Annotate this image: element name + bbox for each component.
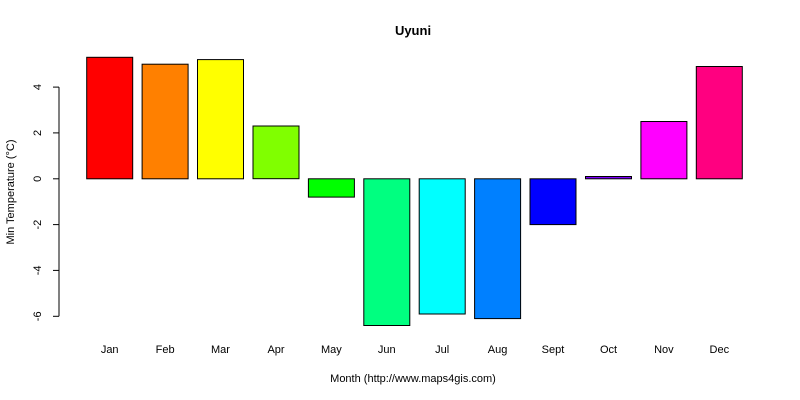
x-tick-label-sept: Sept [542,344,565,356]
x-tick-label-apr: Apr [267,344,284,356]
x-tick-label-oct: Oct [600,344,617,356]
bar-oct [585,176,632,180]
y-tick-label: -2 [32,220,44,230]
x-tick-label-mar: Mar [211,344,230,356]
y-tick-label: 2 [32,130,44,136]
x-tick-label-may: May [321,344,342,356]
x-tick-label-jun: Jun [378,344,396,356]
x-tick-label-nov: Nov [654,344,674,356]
bar-jan [86,56,134,180]
x-axis-title: Month (http://www.maps4gis.com) [330,373,496,385]
bar-mar [197,59,244,180]
y-axis: -6 -4 -2 0 2 4 [32,84,60,321]
bar-jul [418,178,466,315]
x-axis-labels: Jan Feb Mar Apr May Jun Jul Aug Sept Oct Nov Dec [101,344,730,356]
x-tick-label-jan: Jan [101,344,119,356]
bar-sept [529,178,577,226]
bars-group [86,56,743,326]
y-tick-label: 4 [32,84,44,90]
x-tick-label-jul: Jul [435,344,449,356]
bar-dec [695,66,743,180]
bar-apr [252,125,300,180]
bar-may [307,178,355,198]
bar-jun [363,178,411,326]
y-axis-title: Min Temperature (°C) [5,139,17,244]
y-tick-label: -4 [32,266,44,276]
x-tick-label-feb: Feb [156,344,175,356]
bar-nov [640,121,688,180]
y-tick-label: -6 [32,311,44,321]
bar-feb [141,63,189,180]
x-tick-label-aug: Aug [488,344,508,356]
chart-title: Uyuni [395,23,431,38]
y-tick-label: 0 [32,176,44,182]
bar-aug [474,178,522,320]
x-tick-label-dec: Dec [710,344,730,356]
